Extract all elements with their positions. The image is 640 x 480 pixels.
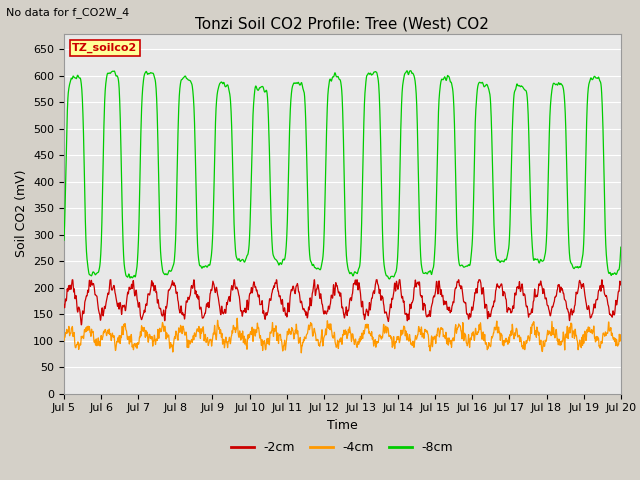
Legend: -2cm, -4cm, -8cm: -2cm, -4cm, -8cm <box>227 436 458 459</box>
Title: Tonzi Soil CO2 Profile: Tree (West) CO2: Tonzi Soil CO2 Profile: Tree (West) CO2 <box>195 16 490 31</box>
X-axis label: Time: Time <box>327 419 358 432</box>
Y-axis label: Soil CO2 (mV): Soil CO2 (mV) <box>15 170 28 257</box>
Text: TZ_soilco2: TZ_soilco2 <box>72 43 138 53</box>
Text: No data for f_CO2W_4: No data for f_CO2W_4 <box>6 7 130 18</box>
